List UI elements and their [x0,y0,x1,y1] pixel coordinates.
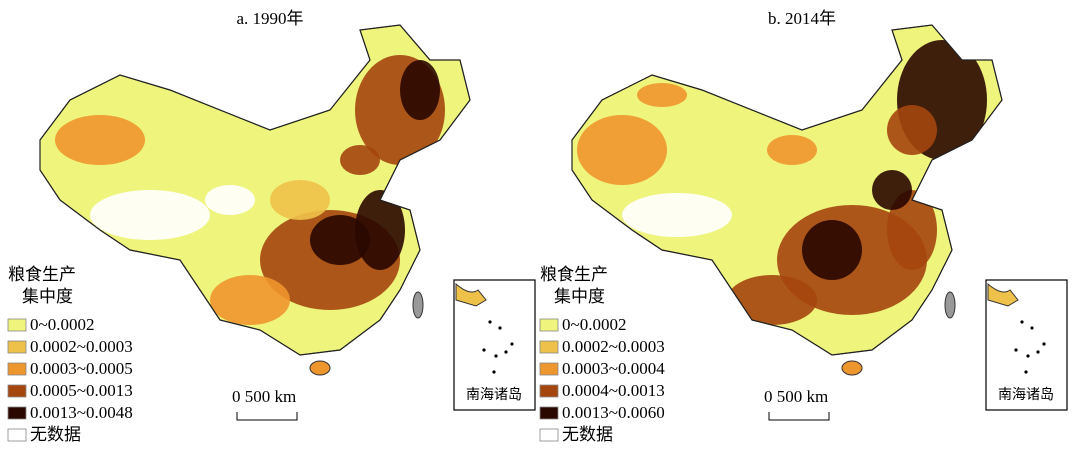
island [482,348,486,352]
island [1036,350,1040,354]
island [504,350,508,354]
inset-coast [455,282,487,307]
panel-title: a. 1990年 [236,9,303,28]
legend-swatch [7,318,27,332]
legend-title: 集中度 [22,287,73,306]
legend-swatch [7,428,27,442]
map [571,24,1003,376]
legend-label: 0.0013~0.0048 [30,403,133,422]
scale-label: 0 500 km [764,387,828,406]
region-patch [55,115,145,165]
region-patch [872,170,912,210]
scale-label: 0 500 km [232,387,296,406]
legend-swatch [539,406,559,420]
island [488,320,492,324]
legend-label: 无数据 [562,425,613,444]
island [1024,370,1028,374]
region-patch [355,190,405,270]
region-patch [802,220,862,280]
region-patch [310,215,370,265]
legend-label: 无数据 [30,425,81,444]
region-patch [577,115,667,185]
island [510,342,514,346]
island [492,370,496,374]
region-patch [400,60,440,120]
region-patch [270,180,330,220]
region-patch [90,190,210,240]
region-patch [340,145,380,175]
legend-label: 0.0003~0.0005 [30,359,133,378]
hainan [841,360,863,376]
scale-bar [768,412,830,421]
legend-swatch [7,340,27,354]
island [1030,326,1034,330]
legend-title: 粮食生产 [540,265,608,284]
island [1020,320,1024,324]
legend-swatch [539,384,559,398]
legend-label: 0.0002~0.0003 [30,337,133,356]
region-patch [205,185,255,215]
map [39,24,471,376]
panel-title: b. 2014年 [768,9,836,28]
legend-label: 0.0013~0.0060 [562,403,665,422]
inset-frame [453,279,536,411]
island [494,354,498,358]
legend-title: 集中度 [554,287,605,306]
legend-swatch [539,340,559,354]
legend-swatch [7,384,27,398]
region-patch [767,135,817,165]
region-patch [887,190,937,270]
inset-label: 南海诸岛 [998,387,1054,403]
taiwan [412,291,424,319]
regions [55,55,445,325]
legend-label: 0.0005~0.0013 [30,381,133,400]
region-patch [637,83,687,107]
hainan [309,360,331,376]
regions [577,40,987,325]
island [1026,354,1030,358]
region-patch [210,275,290,325]
region-patch [887,105,937,155]
inset-label: 南海诸岛 [466,387,522,403]
island [498,326,502,330]
legend-label: 0~0.0002 [562,315,626,334]
legend-label: 0.0003~0.0004 [562,359,665,378]
region-patch [727,275,817,325]
legend-swatch [539,428,559,442]
island [1042,342,1046,346]
legend-swatch [539,318,559,332]
legend-label: 0~0.0002 [30,315,94,334]
scale-bar [236,412,298,421]
legend-swatch [7,406,27,420]
region-patch [622,193,732,237]
inset-coast [987,282,1019,307]
legend-swatch [539,362,559,376]
legend-label: 0.0002~0.0003 [562,337,665,356]
taiwan [944,291,956,319]
legend-label: 0.0004~0.0013 [562,381,665,400]
legend-swatch [7,362,27,376]
legend-title: 粮食生产 [8,265,76,284]
island [1014,348,1018,352]
